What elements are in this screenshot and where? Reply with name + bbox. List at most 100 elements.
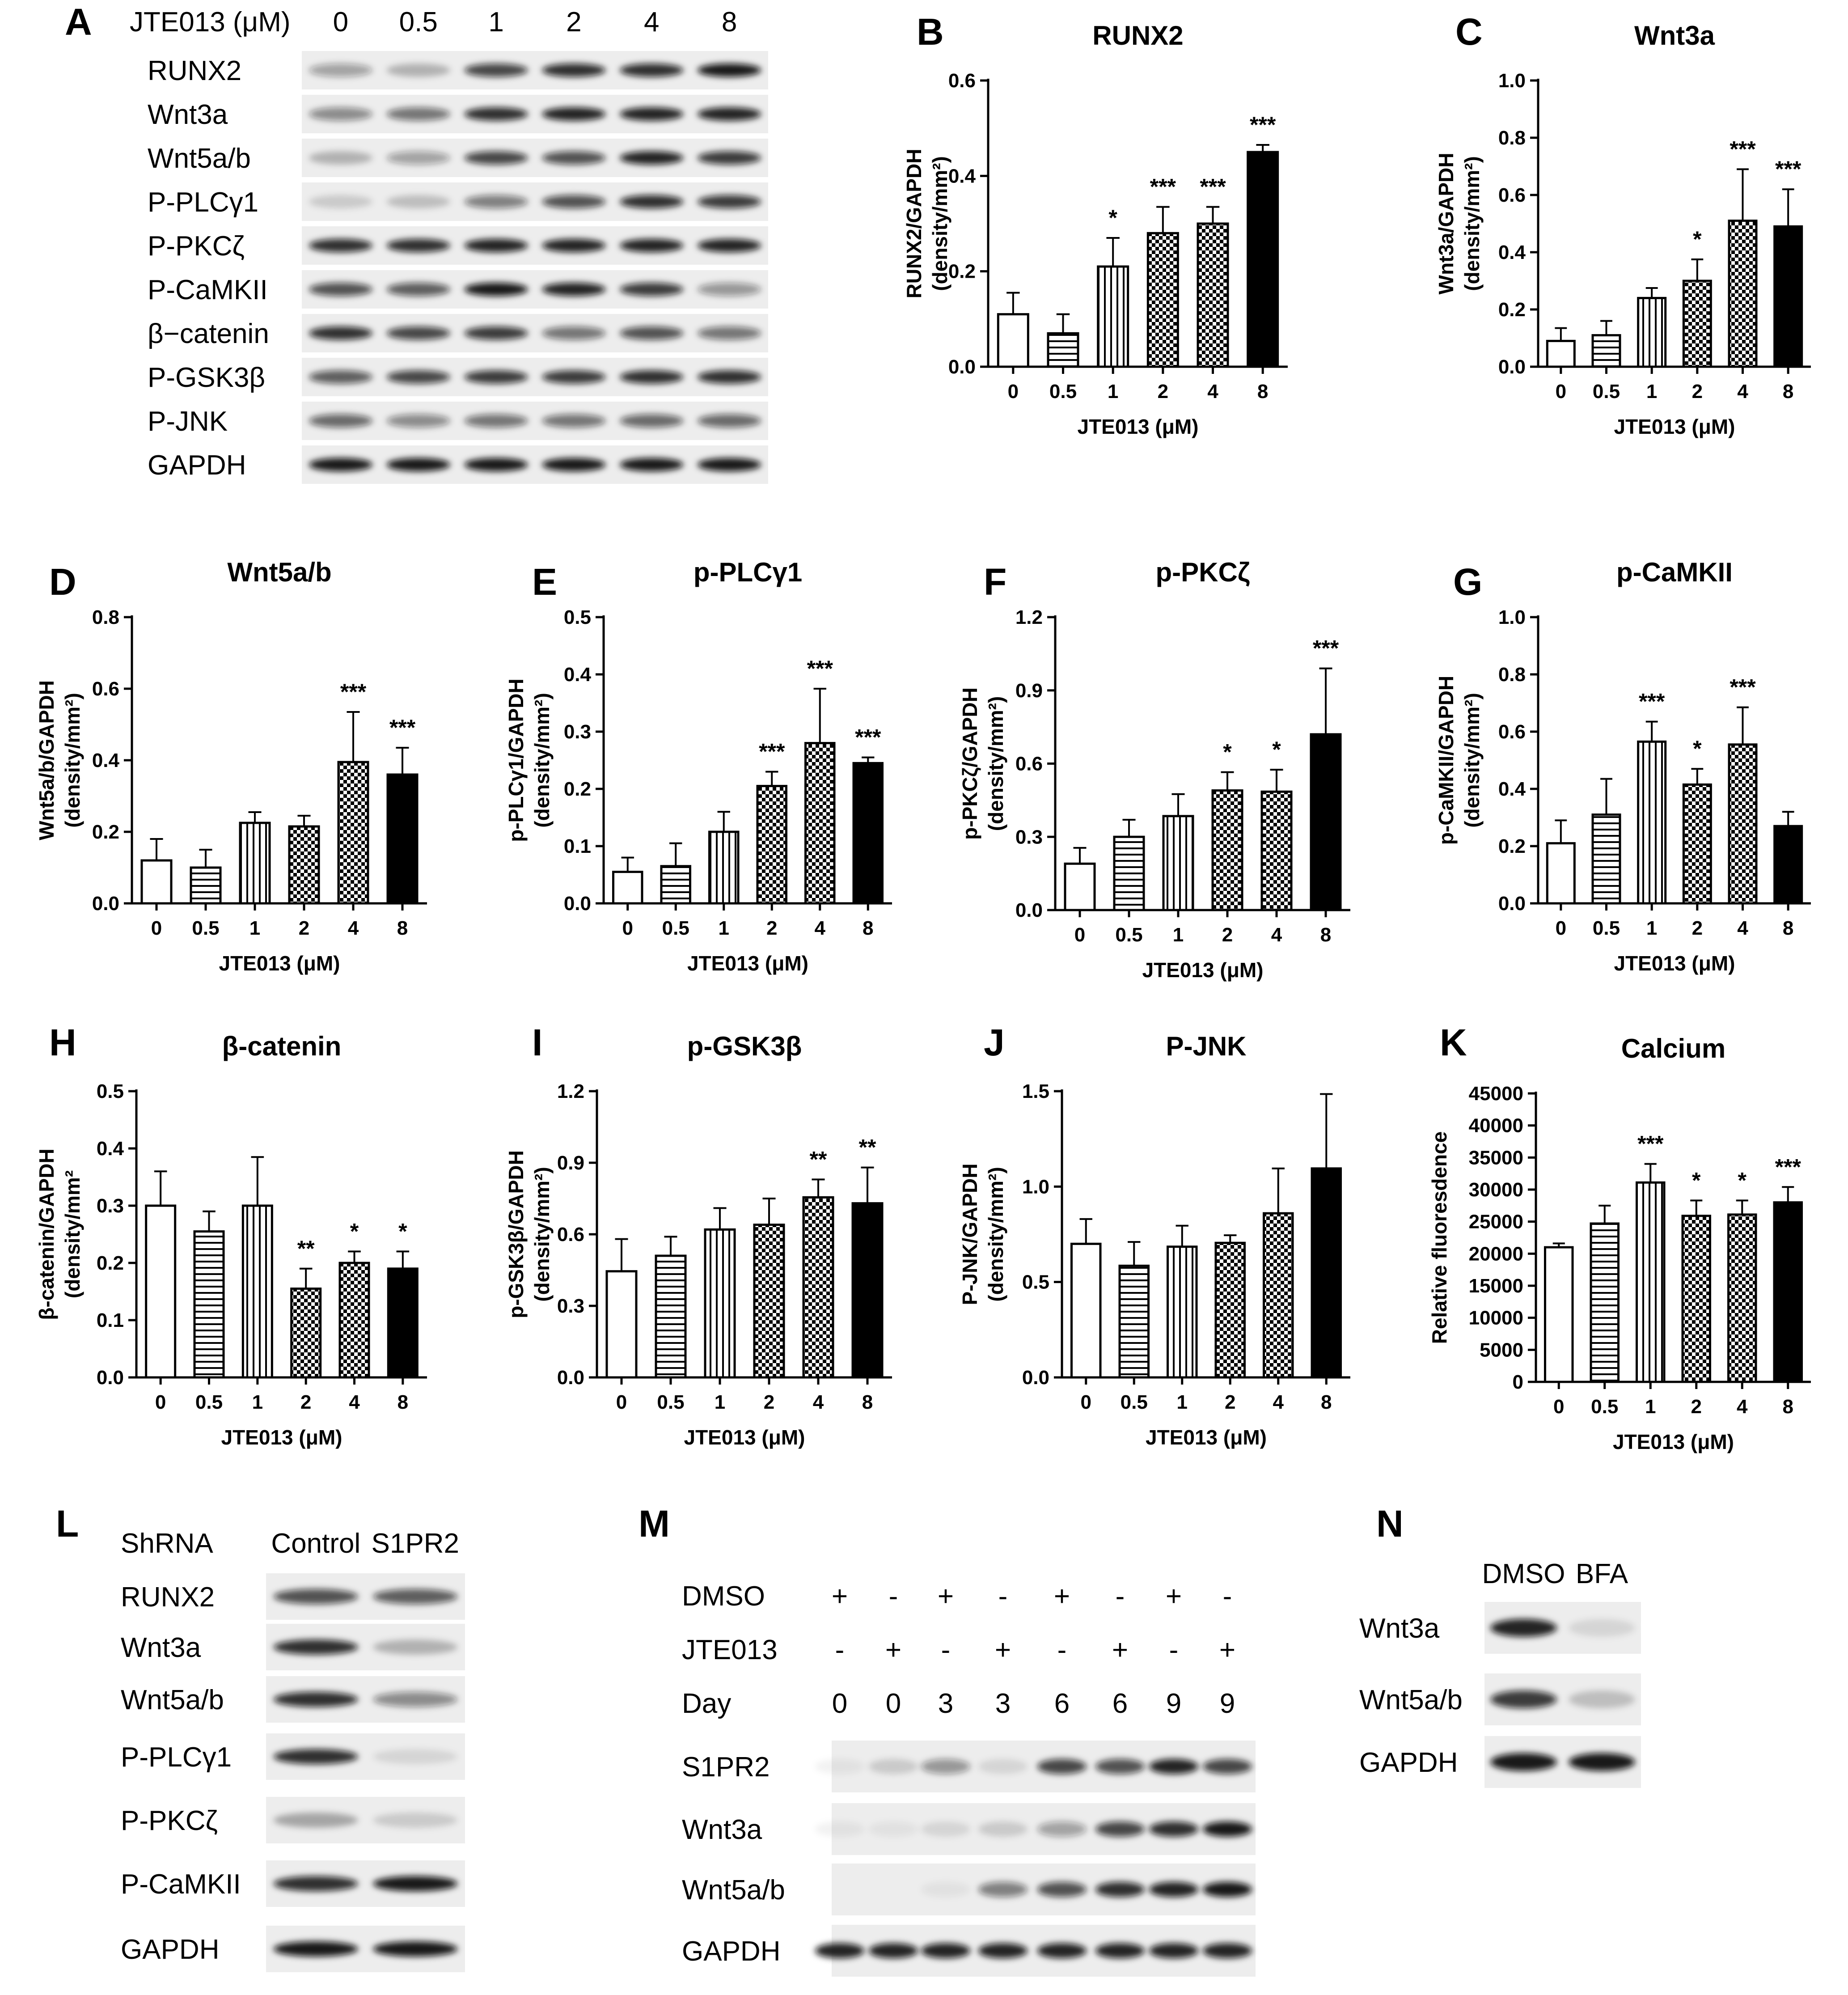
bar [1118,1264,1150,1379]
blot-a-band [309,107,373,121]
chart-i-x-label: JTE013 (μM) [684,1426,805,1449]
bar [1591,813,1621,905]
blot-a-band [464,64,528,77]
x-tick-label: 0 [616,1391,627,1413]
blot-m-band [1203,1759,1252,1774]
y-tick-label: 0.2 [948,261,976,283]
y-tick-label: 0.3 [1015,826,1043,848]
blot-m-condition-value: + [1054,1581,1070,1612]
blot-a-row-label: P-GSK3β [148,362,265,393]
x-tick-label: 1 [1646,917,1657,939]
x-tick-label: 4 [1273,1391,1284,1413]
blot-l-band [273,1813,358,1828]
significance-label: *** [1250,112,1276,137]
chart-g-y-label: p-CaMKII/GAPDH (density/mm²) [1434,676,1484,845]
y-tick-label: 0.1 [97,1309,124,1331]
bar [756,785,787,905]
blot-n-row-label: Wnt5a/b [1359,1685,1463,1715]
x-tick-label: 4 [1737,917,1748,939]
blot-n-band [1569,1753,1635,1771]
y-tick-label: 40000 [1469,1115,1523,1137]
y-tick-label: 1.5 [1022,1080,1049,1102]
blot-a-row-label: RUNX2 [148,55,241,86]
x-tick-label: 1 [1108,381,1118,402]
bar [1097,265,1129,368]
y-tick-label: 0.4 [1498,241,1526,263]
blot-l-row-label: RUNX2 [121,1582,215,1613]
blot-m-band [1095,1943,1145,1958]
blot-a-band [619,458,684,471]
bar [1310,733,1342,911]
blot-a-membrane [302,139,768,177]
blot-a-band [386,151,451,165]
x-tick-label: 8 [1783,1396,1793,1418]
blot-n-row-label: GAPDH [1359,1747,1458,1778]
blot-m-condition-value: - [889,1581,898,1612]
bar [605,1270,638,1379]
blot-a-lane-label: 8 [722,7,737,38]
significance-label: *** [389,715,416,740]
blot-m-row-label: S1PR2 [682,1752,770,1783]
blot-a-membrane [302,314,768,352]
x-tick-label: 8 [862,1391,873,1413]
y-tick-label: 0 [1513,1371,1523,1393]
significance-label: * [1223,740,1232,765]
blot-l-band [273,1639,358,1655]
chart-j: J P-JNK 0.0 0.5 1.0 1.5 0 0.5 1 2 4 8 JTE013 (μM) P-J… [958,1021,1350,1449]
blot-m-band [1149,1759,1198,1774]
y-label-line: (density/mm²) [1460,693,1484,828]
blot-a-band [386,370,451,384]
panel-letter-m: M [639,1503,670,1545]
blot-a-band [309,151,373,165]
y-tick-label: 0.8 [92,606,119,628]
y-tick-label: 0.0 [948,356,976,378]
chart-d-y-label: Wnt5a/b/GAPDH (density/mm²) [35,680,84,840]
bar [1214,1241,1246,1379]
y-tick-label: 30000 [1469,1179,1523,1201]
blot-m-condition-value: 6 [1054,1688,1070,1719]
blot-a-row-label: P-CaMKII [148,275,268,305]
y-label-line: p-GSK3β/GAPDH [504,1150,528,1318]
x-tick-label: 2 [300,1391,311,1413]
chart-h-title: β-catenin [222,1031,342,1061]
significance-label: ** [810,1147,827,1172]
x-tick-label: 0.5 [662,917,689,939]
blot-m-band [921,1821,970,1837]
blot-a-band [697,283,761,296]
blot-a-lane-label: 0 [333,7,348,38]
blot-m-condition-value: 3 [938,1688,953,1719]
blot-m-band [978,1759,1028,1774]
x-tick-label: 4 [348,917,359,939]
bar [1047,332,1079,368]
blot-a-membrane [302,182,768,221]
bar [1544,1246,1574,1383]
blot-a-band [619,326,684,340]
blot-m-band [1037,1821,1087,1837]
blot-m-band [978,1943,1028,1958]
blot-a-row-label: β−catenin [148,318,269,349]
bar [1064,862,1096,911]
blot-m-condition-value: 0 [832,1688,847,1719]
x-tick-label: 4 [1271,924,1282,946]
blot-m-condition-value: - [1116,1581,1125,1612]
blot-a-band [542,283,606,296]
chart-b-y-label: RUNX2/GAPDH (density/mm²) [902,149,951,299]
blot-m-band [869,1759,918,1774]
x-tick-label: 8 [1783,917,1793,939]
panel-letter-l: L [56,1503,79,1545]
blot-l-band [273,1876,358,1891]
x-tick-label: 0 [1556,917,1566,939]
blot-l-band [373,1813,458,1828]
x-tick-label: 2 [1691,1396,1702,1418]
x-tick-label: 2 [1692,381,1703,402]
significance-label: *** [855,725,881,750]
panel-letter-b: B [917,11,944,53]
panel-letter-h: H [49,1021,76,1063]
x-tick-label: 1 [250,917,260,939]
blot-a-band [309,195,373,208]
blot-a-row-label: Wnt3a [148,99,228,130]
chart-f-title: p-PKCζ [1156,557,1250,587]
blot-l-band [373,1749,458,1764]
x-tick-label: 2 [299,917,309,939]
